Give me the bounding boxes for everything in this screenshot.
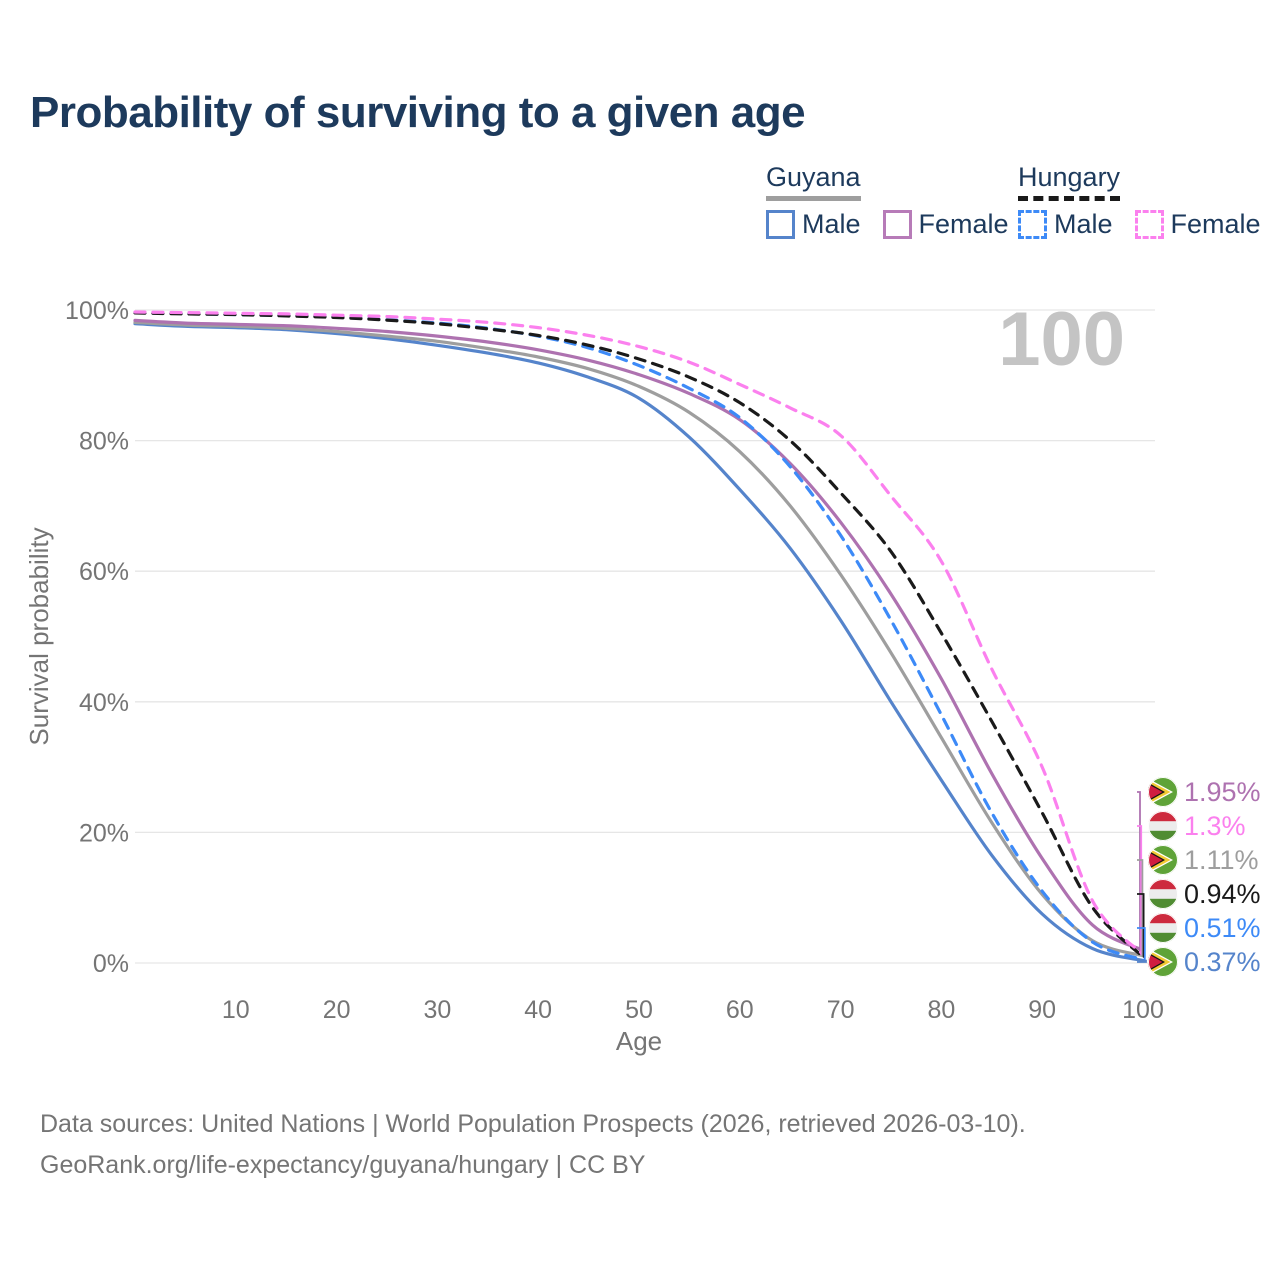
y-tick-label: 100% [65, 297, 129, 325]
footer: Data sources: United Nations | World Pop… [40, 1104, 1026, 1186]
legend-group-hungary: Hungary Male Female [1018, 162, 1261, 240]
x-tick-label: 50 [625, 996, 653, 1024]
x-tick-label: 40 [524, 996, 552, 1024]
guyana-flag-icon [1147, 777, 1178, 807]
end-value-label-hungary-female: 1.3% [1184, 811, 1246, 841]
footer-sources: Data sources: United Nations | World Pop… [40, 1110, 1026, 1138]
legend-items-guyana: Male Female [766, 209, 1009, 240]
y-tick-label: 60% [79, 558, 129, 586]
curve-guyana-female[interactable] [133, 318, 1145, 952]
curve-guyana-both-sexes[interactable] [133, 320, 1145, 958]
leader-line-guyana-male [1137, 959, 1147, 963]
hungary-flag-icon [1148, 879, 1178, 909]
legend-item-label: Male [1054, 208, 1113, 239]
footer-attribution: GeoRank.org/life-expectancy/guyana/hunga… [40, 1151, 646, 1179]
hungary-male-swatch-icon [1018, 209, 1047, 239]
y-tick-label: 20% [79, 819, 129, 847]
x-tick-label: 90 [1028, 996, 1056, 1024]
curve-hungary-male[interactable] [133, 311, 1145, 962]
end-value-label-guyana-male: 0.37% [1184, 947, 1261, 977]
legend-item-guyana-male[interactable]: Male [766, 209, 861, 240]
legend-item-guyana-female[interactable]: Female [882, 208, 1009, 240]
legend-item-label: Female [1170, 208, 1261, 239]
end-value-label-guyana-female: 1.95% [1184, 777, 1261, 807]
x-tick-label: 80 [927, 996, 955, 1024]
legend-items-hungary: Male Female [1018, 209, 1261, 240]
page-title: Probability of surviving to a given age [30, 88, 806, 137]
curve-hungary-female[interactable] [133, 310, 1145, 957]
x-tick-label: 20 [323, 996, 351, 1024]
end-value-label-hungary-both-sexes: 0.94% [1184, 879, 1261, 909]
x-tick-label: 60 [726, 996, 754, 1024]
y-axis-title: Survival probability [24, 527, 54, 745]
end-value-label-hungary-male: 0.51% [1184, 913, 1261, 943]
end-value-label-guyana-both-sexes: 1.11% [1184, 845, 1259, 875]
guyana-male-swatch-icon [766, 209, 795, 239]
y-tick-label: 0% [93, 950, 129, 978]
x-axis-title: Age [616, 1026, 662, 1056]
guyana-female-swatch-icon [882, 209, 912, 239]
x-tick-label: 30 [423, 996, 451, 1024]
legend-item-label: Female [918, 208, 1009, 239]
legend-group-guyana: Guyana Male Female [766, 162, 1009, 240]
leader-line-hungary-both-sexes [1137, 893, 1145, 958]
guyana-flag-icon [1147, 845, 1178, 875]
x-tick-label: 70 [827, 996, 855, 1024]
guyana-flag-icon [1147, 947, 1178, 977]
x-tick-label: 100 [1122, 996, 1164, 1024]
y-tick-label: 80% [79, 428, 129, 456]
hungary-flag-icon [1148, 811, 1178, 841]
legend-country-hungary[interactable]: Hungary [1018, 162, 1121, 201]
hungary-flag-icon [1148, 913, 1178, 943]
legend-item-label: Male [802, 208, 861, 239]
hungary-female-swatch-icon [1134, 209, 1164, 239]
y-tick-label: 40% [79, 689, 129, 717]
legend-item-hungary-male[interactable]: Male [1018, 209, 1113, 240]
x-tick-label: 10 [222, 996, 250, 1024]
legend-item-hungary-female[interactable]: Female [1134, 208, 1261, 240]
hovered-age-watermark: 100 [998, 297, 1125, 382]
curve-hungary-both-sexes[interactable] [133, 311, 1145, 959]
curve-guyana-male[interactable] [133, 322, 1145, 963]
legend-country-guyana[interactable]: Guyana [766, 162, 861, 201]
